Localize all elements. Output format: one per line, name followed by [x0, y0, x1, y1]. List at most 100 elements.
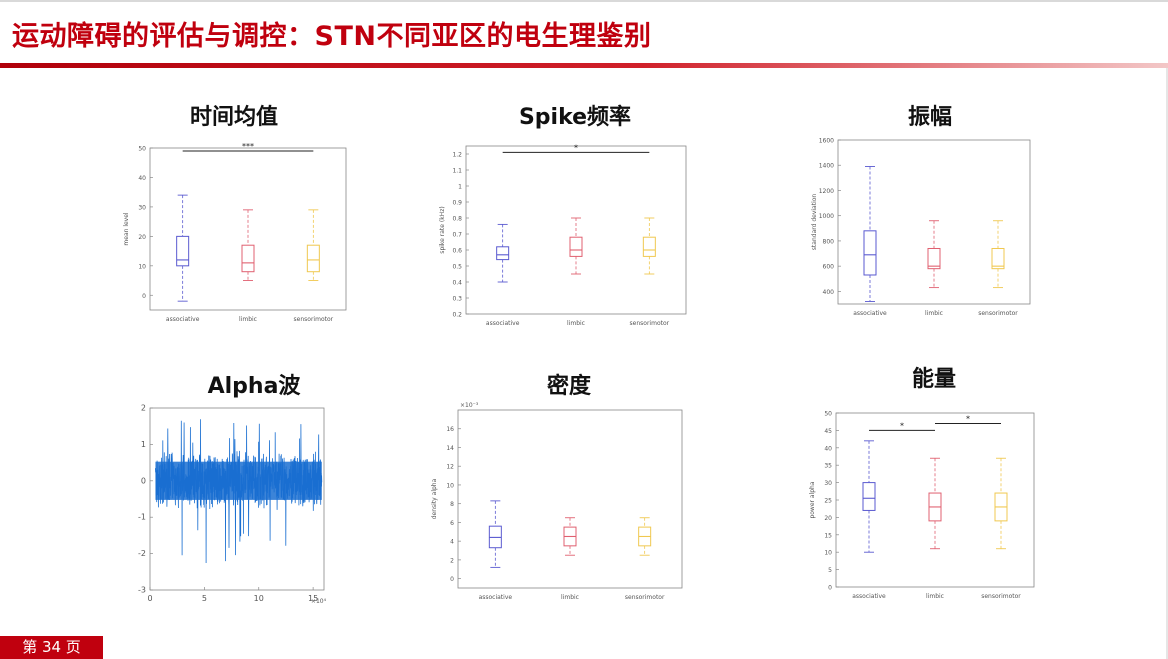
y-tick-label: 1 — [458, 184, 462, 191]
x-category-label: sensorimotor — [625, 594, 665, 601]
y-tick-label: 30 — [824, 480, 832, 487]
y-tick-label: 10 — [446, 482, 454, 489]
y-tick-label: -3 — [138, 586, 146, 595]
x-exponent-label: ×10⁴ — [311, 598, 327, 605]
x-category-label: limbic — [239, 316, 257, 323]
plot-frame — [149, 147, 347, 311]
y-tick-label: 0.4 — [452, 280, 462, 287]
y-tick-label: 0.9 — [452, 200, 462, 207]
x-category-label: associative — [853, 310, 887, 317]
y-axis-label: standard deviation — [811, 194, 818, 251]
y-tick-label: 14 — [446, 445, 454, 452]
panel-title-alpha-wave: Alpha波 — [207, 374, 301, 399]
y-tick-label: 1200 — [819, 188, 834, 195]
box-limbic — [241, 209, 255, 281]
plot-frame — [835, 412, 1035, 588]
y-tick-label: 1.1 — [452, 168, 462, 175]
x-category-label: associative — [166, 316, 200, 323]
panel-title-time-mean: 时间均值 — [189, 105, 279, 130]
y-tick-label: 600 — [823, 264, 835, 271]
box-iqr — [862, 482, 876, 511]
x-tick-label: 15 — [308, 594, 318, 603]
y-tick-label: 15 — [824, 532, 832, 539]
box-limbic — [563, 517, 577, 556]
x-category-label: sensorimotor — [978, 310, 1018, 317]
y-tick-label: 20 — [138, 234, 146, 241]
significance-label: *** — [242, 142, 254, 151]
y-tick-label: 25 — [824, 498, 832, 505]
y-tick-label: 0 — [141, 476, 146, 485]
y-tick-label: 0.8 — [452, 216, 462, 223]
box-associative — [488, 500, 502, 568]
box-associative — [863, 166, 877, 302]
x-tick-label: 10 — [254, 594, 264, 603]
alpha-signal-band — [155, 461, 322, 500]
x-tick-label: 0 — [147, 594, 152, 603]
panel-title-density: 密度 — [546, 374, 592, 399]
box-sensorimotor — [638, 517, 652, 556]
y-tick-label: 50 — [824, 411, 832, 418]
box-iqr — [306, 244, 320, 273]
significance-label: * — [966, 414, 970, 423]
y-tick-label: 0.6 — [452, 248, 462, 255]
box-iqr — [569, 236, 583, 257]
y-axis-label: density alpha — [431, 478, 438, 519]
significance-label: * — [900, 421, 904, 430]
amplitude-boxplot: 400 600 800 1000 1200 1400 1600 standard deviat… — [811, 138, 1031, 317]
y-tick-label: 0.7 — [452, 232, 462, 239]
slide-title: 运动障碍的评估与调控：STN不同亚区的电生理鉴别 — [12, 21, 652, 52]
box-sensorimotor — [991, 220, 1005, 289]
power-boxplot: 0 5 10 15 20 25 30 35 40 45 50 power alpha associati… — [809, 411, 1035, 600]
y-tick-label: 0.2 — [452, 312, 462, 319]
y-tick-label: 10 — [138, 263, 146, 270]
box-sensorimotor — [994, 457, 1008, 550]
x-category-label: sensorimotor — [294, 316, 334, 323]
y-tick-label: 16 — [446, 426, 454, 433]
y-tick-label: 0 — [450, 576, 454, 583]
box-iqr — [927, 247, 941, 270]
y-tick-label: 1600 — [819, 138, 834, 145]
x-category-label: associative — [852, 593, 886, 600]
alpha-wave-plot: -3 -2 -1 0 1 2 0 5 10 15×10⁴ — [138, 404, 327, 606]
y-tick-label: 5 — [828, 567, 832, 574]
box-iqr — [241, 244, 255, 273]
y-tick-label: 6 — [450, 520, 454, 527]
y-tick-label: 0 — [142, 293, 146, 300]
y-tick-label: 35 — [824, 463, 832, 470]
y-tick-label: 45 — [824, 428, 832, 435]
y-tick-label: 2 — [450, 557, 454, 564]
slide-edge — [1166, 68, 1168, 659]
y-tick-label: -2 — [138, 549, 146, 558]
box-iqr — [991, 247, 1005, 270]
box-iqr — [176, 235, 190, 267]
y-tick-label: 40 — [138, 175, 146, 182]
spike-rate-boxplot: 0.2 0.3 0.4 0.5 0.6 0.7 0.8 0.9 1 1.1 1.2 spike rat… — [439, 143, 687, 327]
y-tick-label: 4 — [450, 539, 454, 546]
x-category-label: sensorimotor — [981, 593, 1021, 600]
top-border — [0, 0, 1168, 2]
significance-label: * — [574, 143, 578, 152]
y-tick-label: 12 — [446, 464, 454, 471]
panel-title-spike-rate: Spike频率 — [518, 105, 632, 130]
x-category-label: associative — [479, 594, 513, 601]
x-category-label: limbic — [561, 594, 579, 601]
y-tick-label: 2 — [141, 404, 146, 413]
y-exponent-label: ×10⁻³ — [460, 402, 479, 409]
time-mean-boxplot: 0 10 20 30 40 50 mean level associative limbic se… — [123, 142, 347, 323]
box-associative — [176, 194, 190, 302]
y-tick-label: 0.3 — [452, 296, 462, 303]
y-tick-label: -1 — [138, 513, 146, 522]
box-limbic — [569, 217, 583, 275]
box-limbic — [928, 457, 942, 550]
y-tick-label: 20 — [824, 515, 832, 522]
y-tick-label: 30 — [138, 204, 146, 211]
box-iqr — [863, 230, 877, 276]
y-tick-label: 0.5 — [452, 264, 462, 271]
y-tick-label: 40 — [824, 445, 832, 452]
x-category-label: associative — [486, 320, 520, 327]
page-number-badge: 第 34 页 — [0, 636, 103, 659]
y-tick-label: 1400 — [819, 163, 834, 170]
box-associative — [496, 223, 510, 283]
y-tick-label: 8 — [450, 501, 454, 508]
plot-frame — [457, 409, 683, 589]
